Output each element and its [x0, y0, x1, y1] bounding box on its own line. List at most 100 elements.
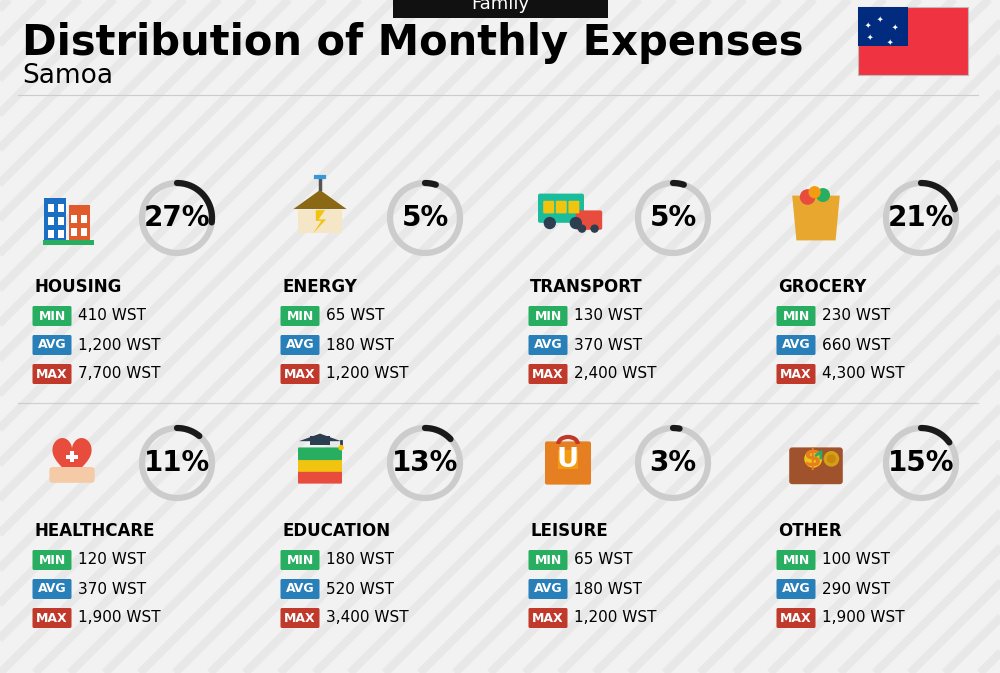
Text: 7,700 WST: 7,700 WST	[78, 367, 160, 382]
Text: ✦: ✦	[865, 20, 871, 29]
Text: 230 WST: 230 WST	[822, 308, 890, 324]
Text: AVG: AVG	[38, 583, 66, 596]
Polygon shape	[313, 210, 326, 234]
Text: 3%: 3%	[649, 449, 697, 477]
Text: 100 WST: 100 WST	[822, 553, 890, 567]
FancyBboxPatch shape	[558, 450, 578, 468]
FancyBboxPatch shape	[58, 217, 64, 225]
FancyBboxPatch shape	[858, 7, 908, 46]
FancyBboxPatch shape	[280, 306, 320, 326]
Text: MIN: MIN	[286, 310, 314, 322]
Text: 180 WST: 180 WST	[326, 337, 394, 353]
FancyBboxPatch shape	[528, 579, 568, 599]
FancyBboxPatch shape	[528, 608, 568, 628]
FancyBboxPatch shape	[280, 364, 320, 384]
FancyBboxPatch shape	[298, 459, 342, 472]
Text: 370 WST: 370 WST	[574, 337, 642, 353]
FancyBboxPatch shape	[48, 204, 54, 211]
FancyBboxPatch shape	[81, 228, 87, 236]
Text: 180 WST: 180 WST	[326, 553, 394, 567]
Text: Distribution of Monthly Expenses: Distribution of Monthly Expenses	[22, 22, 804, 64]
FancyBboxPatch shape	[576, 211, 602, 229]
FancyBboxPatch shape	[298, 448, 342, 460]
Text: Family: Family	[471, 0, 529, 13]
Text: HOUSING: HOUSING	[34, 278, 121, 296]
FancyBboxPatch shape	[280, 335, 320, 355]
Circle shape	[800, 189, 815, 205]
Text: AVG: AVG	[38, 339, 66, 351]
Text: 660 WST: 660 WST	[822, 337, 890, 353]
Text: AVG: AVG	[534, 339, 562, 351]
FancyBboxPatch shape	[298, 471, 342, 484]
Text: 370 WST: 370 WST	[78, 581, 146, 596]
Text: ✦: ✦	[867, 32, 874, 41]
Circle shape	[338, 445, 344, 450]
Text: TRANSPORT: TRANSPORT	[530, 278, 643, 296]
Circle shape	[804, 450, 822, 468]
Text: 130 WST: 130 WST	[574, 308, 642, 324]
FancyBboxPatch shape	[528, 335, 568, 355]
Text: 11%: 11%	[144, 449, 210, 477]
FancyBboxPatch shape	[71, 228, 77, 236]
Text: ✦: ✦	[877, 14, 883, 24]
Text: 180 WST: 180 WST	[574, 581, 642, 596]
Circle shape	[578, 224, 586, 233]
Text: 13%: 13%	[392, 449, 458, 477]
FancyBboxPatch shape	[776, 579, 816, 599]
Polygon shape	[299, 433, 341, 441]
Text: MIN: MIN	[782, 310, 810, 322]
FancyBboxPatch shape	[43, 240, 94, 244]
Text: MIN: MIN	[38, 310, 66, 322]
Text: 4,300 WST: 4,300 WST	[822, 367, 905, 382]
FancyBboxPatch shape	[58, 204, 64, 211]
Polygon shape	[293, 190, 347, 209]
Text: MIN: MIN	[286, 553, 314, 567]
FancyBboxPatch shape	[44, 199, 66, 243]
Text: 21%: 21%	[888, 204, 954, 232]
FancyBboxPatch shape	[32, 335, 72, 355]
Text: AVG: AVG	[534, 583, 562, 596]
FancyBboxPatch shape	[528, 364, 568, 384]
FancyBboxPatch shape	[32, 579, 72, 599]
Text: MIN: MIN	[38, 553, 66, 567]
Text: 1,200 WST: 1,200 WST	[78, 337, 160, 353]
FancyBboxPatch shape	[393, 0, 608, 18]
FancyBboxPatch shape	[48, 217, 54, 225]
Text: MIN: MIN	[534, 310, 562, 322]
FancyBboxPatch shape	[48, 229, 54, 238]
FancyBboxPatch shape	[858, 7, 968, 75]
Circle shape	[590, 224, 599, 233]
Text: 120 WST: 120 WST	[78, 553, 146, 567]
Text: 1,900 WST: 1,900 WST	[78, 610, 161, 625]
Text: MIN: MIN	[534, 553, 562, 567]
FancyBboxPatch shape	[32, 608, 72, 628]
Text: $: $	[804, 447, 822, 471]
Text: 15%: 15%	[888, 449, 954, 477]
FancyBboxPatch shape	[528, 550, 568, 570]
Text: 5%: 5%	[649, 204, 697, 232]
Text: 410 WST: 410 WST	[78, 308, 146, 324]
Text: MIN: MIN	[782, 553, 810, 567]
Text: AVG: AVG	[286, 339, 314, 351]
Text: MAX: MAX	[532, 367, 564, 380]
Text: HEALTHCARE: HEALTHCARE	[34, 522, 154, 540]
Polygon shape	[792, 196, 840, 240]
Text: 2,400 WST: 2,400 WST	[574, 367, 656, 382]
Circle shape	[808, 186, 821, 199]
FancyBboxPatch shape	[543, 201, 554, 213]
FancyBboxPatch shape	[32, 306, 72, 326]
FancyBboxPatch shape	[568, 201, 579, 213]
Text: 1,200 WST: 1,200 WST	[326, 367, 409, 382]
FancyBboxPatch shape	[776, 306, 816, 326]
Text: 65 WST: 65 WST	[574, 553, 633, 567]
FancyBboxPatch shape	[32, 550, 72, 570]
Circle shape	[827, 454, 836, 463]
Text: MAX: MAX	[284, 367, 316, 380]
Text: 27%: 27%	[144, 204, 210, 232]
Text: LEISURE: LEISURE	[530, 522, 608, 540]
FancyBboxPatch shape	[789, 448, 843, 484]
FancyBboxPatch shape	[776, 608, 816, 628]
Circle shape	[816, 188, 830, 202]
Text: AVG: AVG	[782, 339, 810, 351]
FancyBboxPatch shape	[538, 194, 584, 223]
